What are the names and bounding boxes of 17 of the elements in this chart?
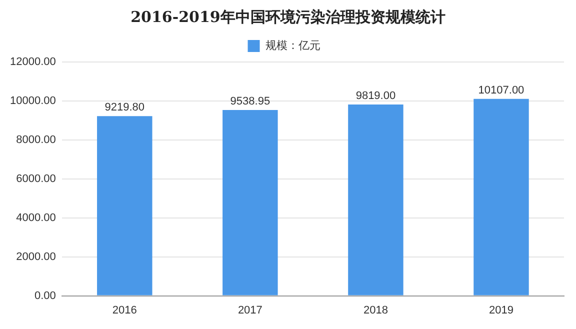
y-tick-label: 4000.00 xyxy=(16,212,56,224)
y-tick-label: 8000.00 xyxy=(16,134,56,146)
x-tick-label: 2016 xyxy=(112,304,137,316)
y-tick-label: 2000.00 xyxy=(16,250,56,263)
y-tick-label: 0.00 xyxy=(34,290,56,302)
chart-title: 2016-2019年中国环境污染治理投资规模统计 xyxy=(130,8,446,27)
data-label: 10107.00 xyxy=(478,84,524,96)
legend-label: 规模：亿元 xyxy=(265,40,320,52)
x-tick-label: 2018 xyxy=(363,304,388,316)
data-label: 9819.00 xyxy=(356,90,396,102)
y-tick-label: 6000.00 xyxy=(16,172,56,185)
y-tick-label: 10000.00 xyxy=(10,95,56,107)
x-tick-label: 2019 xyxy=(488,304,514,316)
y-tick-label: 12000.00 xyxy=(10,56,56,68)
data-label: 9219.80 xyxy=(104,102,145,114)
data-label: 9538.95 xyxy=(230,95,270,108)
x-tick-label: 2017 xyxy=(238,304,262,316)
